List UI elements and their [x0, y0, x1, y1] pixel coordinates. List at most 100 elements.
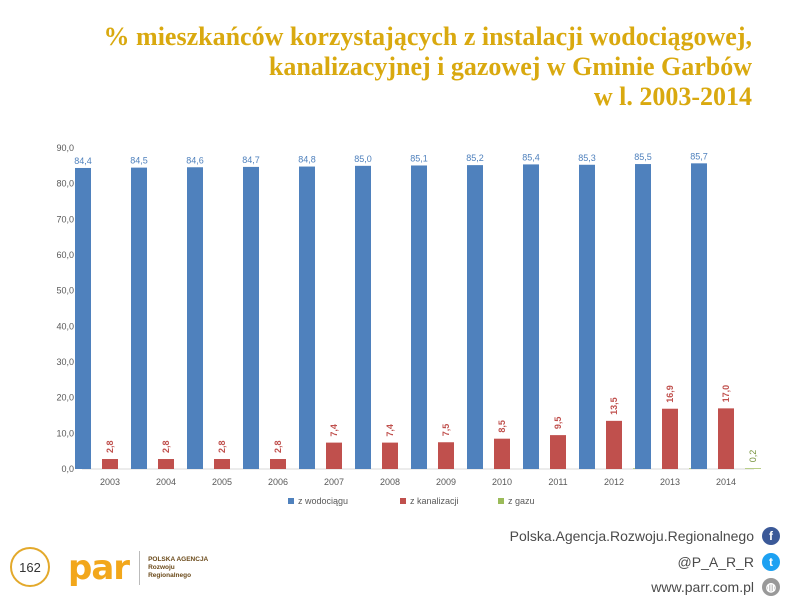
twitter-row[interactable]: @P_A_R_R t: [678, 553, 780, 571]
x-tick-label: 2012: [604, 477, 624, 487]
bar-wodociag: [467, 165, 483, 469]
data-label: 7,4: [329, 424, 339, 437]
bar-kanalizacja: [270, 459, 286, 469]
x-tick-label: 2013: [660, 477, 680, 487]
data-label: 85,4: [522, 152, 540, 162]
data-label: 13,5: [609, 397, 619, 415]
bar-kanalizacja: [382, 442, 398, 469]
bar-kanalizacja: [102, 459, 118, 469]
y-tick-label: 0,0: [61, 464, 74, 474]
legend-swatch: [288, 498, 294, 504]
x-tick-label: 2010: [492, 477, 512, 487]
y-tick-label: 30,0: [56, 357, 74, 367]
x-tick-label: 2008: [380, 477, 400, 487]
x-tick-label: 2007: [324, 477, 344, 487]
x-tick-label: 2011: [548, 477, 567, 487]
y-tick-label: 60,0: [56, 250, 74, 260]
title-line-3: w l. 2003-2014: [593, 82, 752, 111]
data-label: 85,7: [690, 151, 708, 161]
bar-kanalizacja: [326, 442, 342, 469]
legend-label: z kanalizacji: [410, 496, 459, 506]
bar-kanalizacja: [214, 459, 230, 469]
bar-kanalizacja: [550, 435, 566, 469]
data-label: 85,3: [578, 153, 596, 163]
data-label: 7,5: [441, 424, 451, 437]
logo-caption-1: POLSKA AGENCJA: [148, 556, 209, 563]
legend-label: z wodociągu: [298, 496, 348, 506]
data-label: 2,8: [273, 440, 283, 453]
bar-wodociag: [635, 164, 651, 470]
data-label: 85,2: [466, 153, 484, 163]
x-tick-label: 2004: [156, 477, 176, 487]
facebook-text[interactable]: Polska.Agencja.Rozwoju.Regionalnego: [509, 528, 754, 544]
y-tick-label: 10,0: [56, 428, 74, 438]
bar-wodociag: [75, 167, 91, 469]
data-label: 84,6: [186, 155, 204, 165]
y-tick-label: 20,0: [56, 393, 74, 403]
x-tick-label: 2009: [436, 477, 456, 487]
logo-caption-2: Rozwoju: [148, 564, 175, 571]
parr-logo: par POLSKA AGENCJA Rozwoju Regionalnego: [68, 548, 208, 588]
logo-divider: [139, 551, 141, 585]
legend-swatch: [400, 498, 406, 504]
chart-title: % mieszkańców korzystających z instalacj…: [32, 22, 752, 112]
data-label: 9,5: [553, 417, 563, 430]
facebook-icon[interactable]: f: [762, 527, 780, 545]
data-label: 2,8: [161, 440, 171, 453]
logo-caption: POLSKA AGENCJA Rozwoju Regionalnego: [148, 556, 208, 580]
data-label: 7,4: [385, 424, 395, 437]
bar-kanalizacja: [718, 408, 734, 469]
bar-kanalizacja: [606, 420, 622, 469]
bar-wodociag: [523, 164, 539, 469]
bar-wodociag: [131, 167, 147, 469]
bar-wodociag: [187, 167, 203, 469]
data-label: 84,7: [242, 155, 260, 165]
bar-chart: 0,010,020,030,040,050,060,070,080,090,08…: [56, 143, 761, 506]
legend-label: z gazu: [508, 496, 535, 506]
data-label: 84,8: [298, 155, 316, 165]
twitter-text[interactable]: @P_A_R_R: [677, 554, 754, 570]
bar-wodociag: [299, 166, 315, 469]
x-tick-label: 2003: [100, 477, 120, 487]
data-label: 85,1: [410, 153, 428, 163]
data-label: 16,9: [665, 385, 675, 403]
y-tick-label: 90,0: [56, 143, 74, 153]
globe-icon[interactable]: ◍: [762, 578, 780, 596]
bar-wodociag: [579, 164, 595, 469]
data-label: 2,8: [105, 440, 115, 453]
bar-kanalizacja: [158, 459, 174, 469]
legend-swatch: [498, 498, 504, 504]
data-label: 84,5: [130, 156, 148, 166]
y-tick-label: 50,0: [56, 286, 74, 296]
data-label: 0,2: [748, 450, 758, 463]
data-label: 17,0: [721, 385, 731, 403]
page-number: 162: [10, 547, 50, 587]
x-tick-label: 2005: [212, 477, 232, 487]
title-line-1: % mieszkańców korzystających z instalacj…: [103, 22, 752, 51]
data-label: 8,5: [497, 420, 507, 433]
bar-kanalizacja: [438, 442, 454, 469]
title-line-2: kanalizacyjnej i gazowej w Gminie Garbów: [268, 52, 752, 81]
logo-mark: par: [68, 548, 130, 588]
website-text[interactable]: www.parr.com.pl: [651, 579, 754, 595]
x-tick-label: 2006: [268, 477, 288, 487]
bar-wodociag: [691, 163, 707, 469]
y-tick-label: 70,0: [56, 214, 74, 224]
logo-caption-3: Regionalnego: [148, 572, 192, 579]
data-label: 84,4: [74, 156, 92, 166]
x-tick-label: 2014: [716, 477, 736, 487]
website-row[interactable]: www.parr.com.pl ◍: [651, 578, 780, 596]
data-label: 85,5: [634, 152, 652, 162]
data-label: 2,8: [217, 440, 227, 453]
facebook-row[interactable]: Polska.Agencja.Rozwoju.Regionalnego f: [510, 527, 780, 545]
y-tick-label: 40,0: [56, 321, 74, 331]
bar-kanalizacja: [494, 438, 510, 469]
twitter-icon[interactable]: t: [762, 553, 780, 571]
bar-wodociag: [243, 166, 259, 470]
bar-kanalizacja: [662, 408, 678, 469]
y-tick-label: 80,0: [56, 179, 74, 189]
bar-wodociag: [411, 165, 427, 469]
bar-gaz: [745, 468, 761, 469]
data-label: 85,0: [354, 154, 372, 164]
bar-wodociag: [355, 165, 371, 470]
